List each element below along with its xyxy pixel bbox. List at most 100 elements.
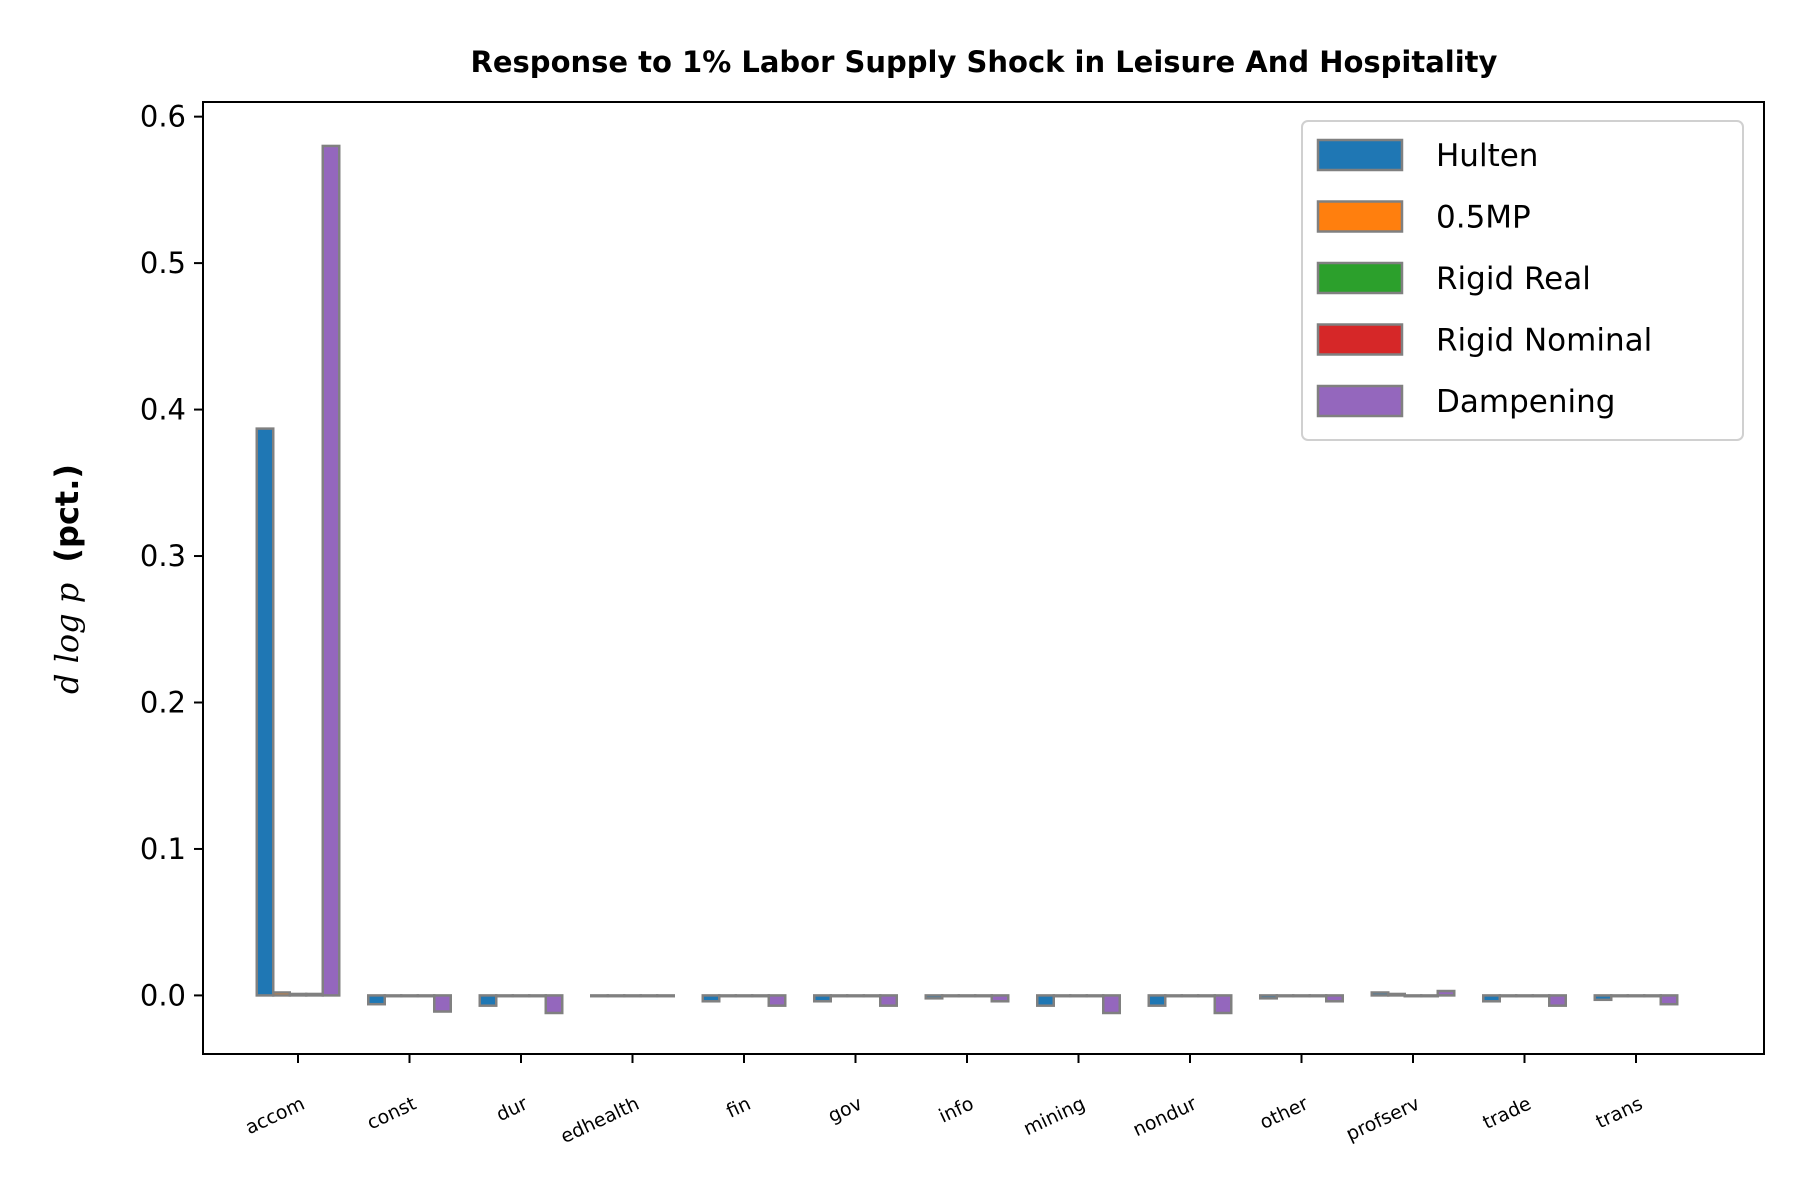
bar-rigid-real-edhealth [623,994,642,998]
bar-rigid-nominal-const [416,994,436,998]
bar-hulten-fin [701,994,721,1003]
bar-0-5mp-other [1275,994,1295,998]
bar-rigid-nominal-gov [862,994,882,998]
x-tick-label: info [936,1093,978,1128]
bar-rigid-real-fin [734,994,754,998]
y-tick-label: 0.6 [140,100,186,134]
bar-rigid-real-accom [288,992,308,997]
plot-frame [202,101,1765,1055]
x-tick-label: profserv [1343,1093,1423,1146]
x-tick-label: edhealth [557,1093,642,1148]
bar-0-5mp-dur [495,994,514,998]
bar-hulten-profserv [1370,991,1390,997]
bar-rigid-nominal-trade [1531,994,1551,998]
bar-dampening-other [1325,994,1344,1003]
y-tick-label: 0.5 [140,246,186,280]
bar-hulten-accom [255,427,275,997]
x-tick-label: fin [723,1093,754,1123]
x-tick-label: const [364,1093,420,1135]
legend-label: Rigid Nominal [1436,323,1652,359]
bar-dampening-accom [321,144,341,997]
bar-dampening-fin [767,994,787,1007]
legend-box [1301,120,1744,441]
bar-0-5mp-trade [1498,994,1518,998]
x-tick-label: nondur [1130,1093,1201,1142]
bar-rigid-nominal-trans [1643,994,1662,998]
chart-title: Response to 1% Labor Supply Shock in Lei… [471,45,1498,79]
bar-0-5mp-accom [272,991,291,997]
bar-rigid-real-mining [1069,994,1088,998]
legend-label: 0.5MP [1436,200,1531,236]
bar-rigid-real-const [400,994,419,998]
bar-dampening-edhealth [656,994,675,998]
bar-rigid-real-trans [1626,994,1646,998]
y-axis-label: d log p (pct.) [48,464,86,694]
x-tick-label: dur [493,1093,531,1127]
legend-label: Dampening [1436,384,1615,420]
bar-hulten-gov [813,994,832,1003]
x-tick-label: mining [1020,1093,1088,1141]
bar-rigid-real-gov [846,994,865,998]
y-tick-label: 0.0 [140,978,186,1012]
x-tick-label: trade [1479,1093,1534,1134]
bar-rigid-nominal-fin [751,994,770,998]
bar-rigid-nominal-edhealth [639,994,659,998]
bar-dampening-info [990,994,1010,1003]
x-axis: accom const dur edhealth fin gov info mining non… [242,1054,1646,1148]
bar-rigid-real-profserv [1403,994,1423,998]
bar-0-5mp-profserv [1387,992,1406,997]
bar-0-5mp-nondur [1164,994,1183,998]
y-tick-label: 0.3 [140,539,186,573]
bar-0-5mp-trans [1610,994,1629,998]
svg-text:d log p (pct.): d log p (pct.) [48,464,86,694]
legend-swatch [1316,384,1404,418]
x-tick-label: trans [1593,1093,1647,1134]
bar-rigid-nominal-dur [528,994,547,998]
y-axis-label-math: d log p [48,583,86,694]
bar-0-5mp-edhealth [606,994,626,998]
x-tick-label: accom [242,1093,308,1139]
bar-0-5mp-mining [1052,994,1072,998]
bar-dampening-const [433,994,452,1013]
bars [255,144,1679,1015]
bar-hulten-nondur [1147,994,1167,1007]
legend-swatch [1316,323,1404,356]
bar-dampening-trans [1659,994,1679,1006]
legend: Hulten 0.5MP Rigid Real Rigid Nominal Dampen… [1301,120,1744,441]
y-axis: 0.0 0.1 0.2 0.3 0.4 0.5 0.6 [140,100,203,1012]
bar-rigid-real-trade [1515,994,1534,998]
bar-rigid-real-nondur [1180,994,1200,998]
legend-swatch [1316,261,1404,295]
legend-label: Hulten [1436,138,1538,174]
x-tick-label: other [1256,1093,1311,1134]
y-axis-label-unit: (pct.) [48,464,86,563]
bar-dampening-nondur [1213,994,1233,1015]
bar-hulten-mining [1036,994,1055,1007]
bar-0-5mp-const [383,994,403,998]
y-tick-label: 0.1 [140,832,186,866]
bar-dampening-gov [879,994,898,1007]
bar-hulten-info [924,994,944,1000]
bar-rigid-nominal-mining [1085,994,1105,998]
legend-label: Rigid Real [1436,261,1591,297]
bar-dampening-profserv [1436,989,1456,997]
bar-rigid-nominal-other [1308,994,1328,998]
bar-hulten-edhealth [590,994,609,998]
bar-dampening-mining [1102,994,1121,1015]
legend-swatch [1316,200,1404,233]
bar-hulten-trans [1593,994,1613,1002]
bar-dampening-dur [544,994,564,1015]
x-tick-label: gov [825,1093,866,1128]
bar-rigid-nominal-accom [305,992,324,997]
bar-hulten-other [1259,994,1278,1000]
bar-rigid-real-dur [511,994,531,998]
bar-rigid-nominal-info [974,994,993,998]
bar-rigid-nominal-profserv [1420,994,1439,998]
bar-0-5mp-info [941,994,960,998]
y-tick-label: 0.4 [140,393,186,427]
legend-swatch [1316,138,1404,172]
bar-dampening-trade [1548,994,1567,1007]
bar-hulten-dur [478,994,498,1007]
bar-rigid-nominal-nondur [1197,994,1216,998]
